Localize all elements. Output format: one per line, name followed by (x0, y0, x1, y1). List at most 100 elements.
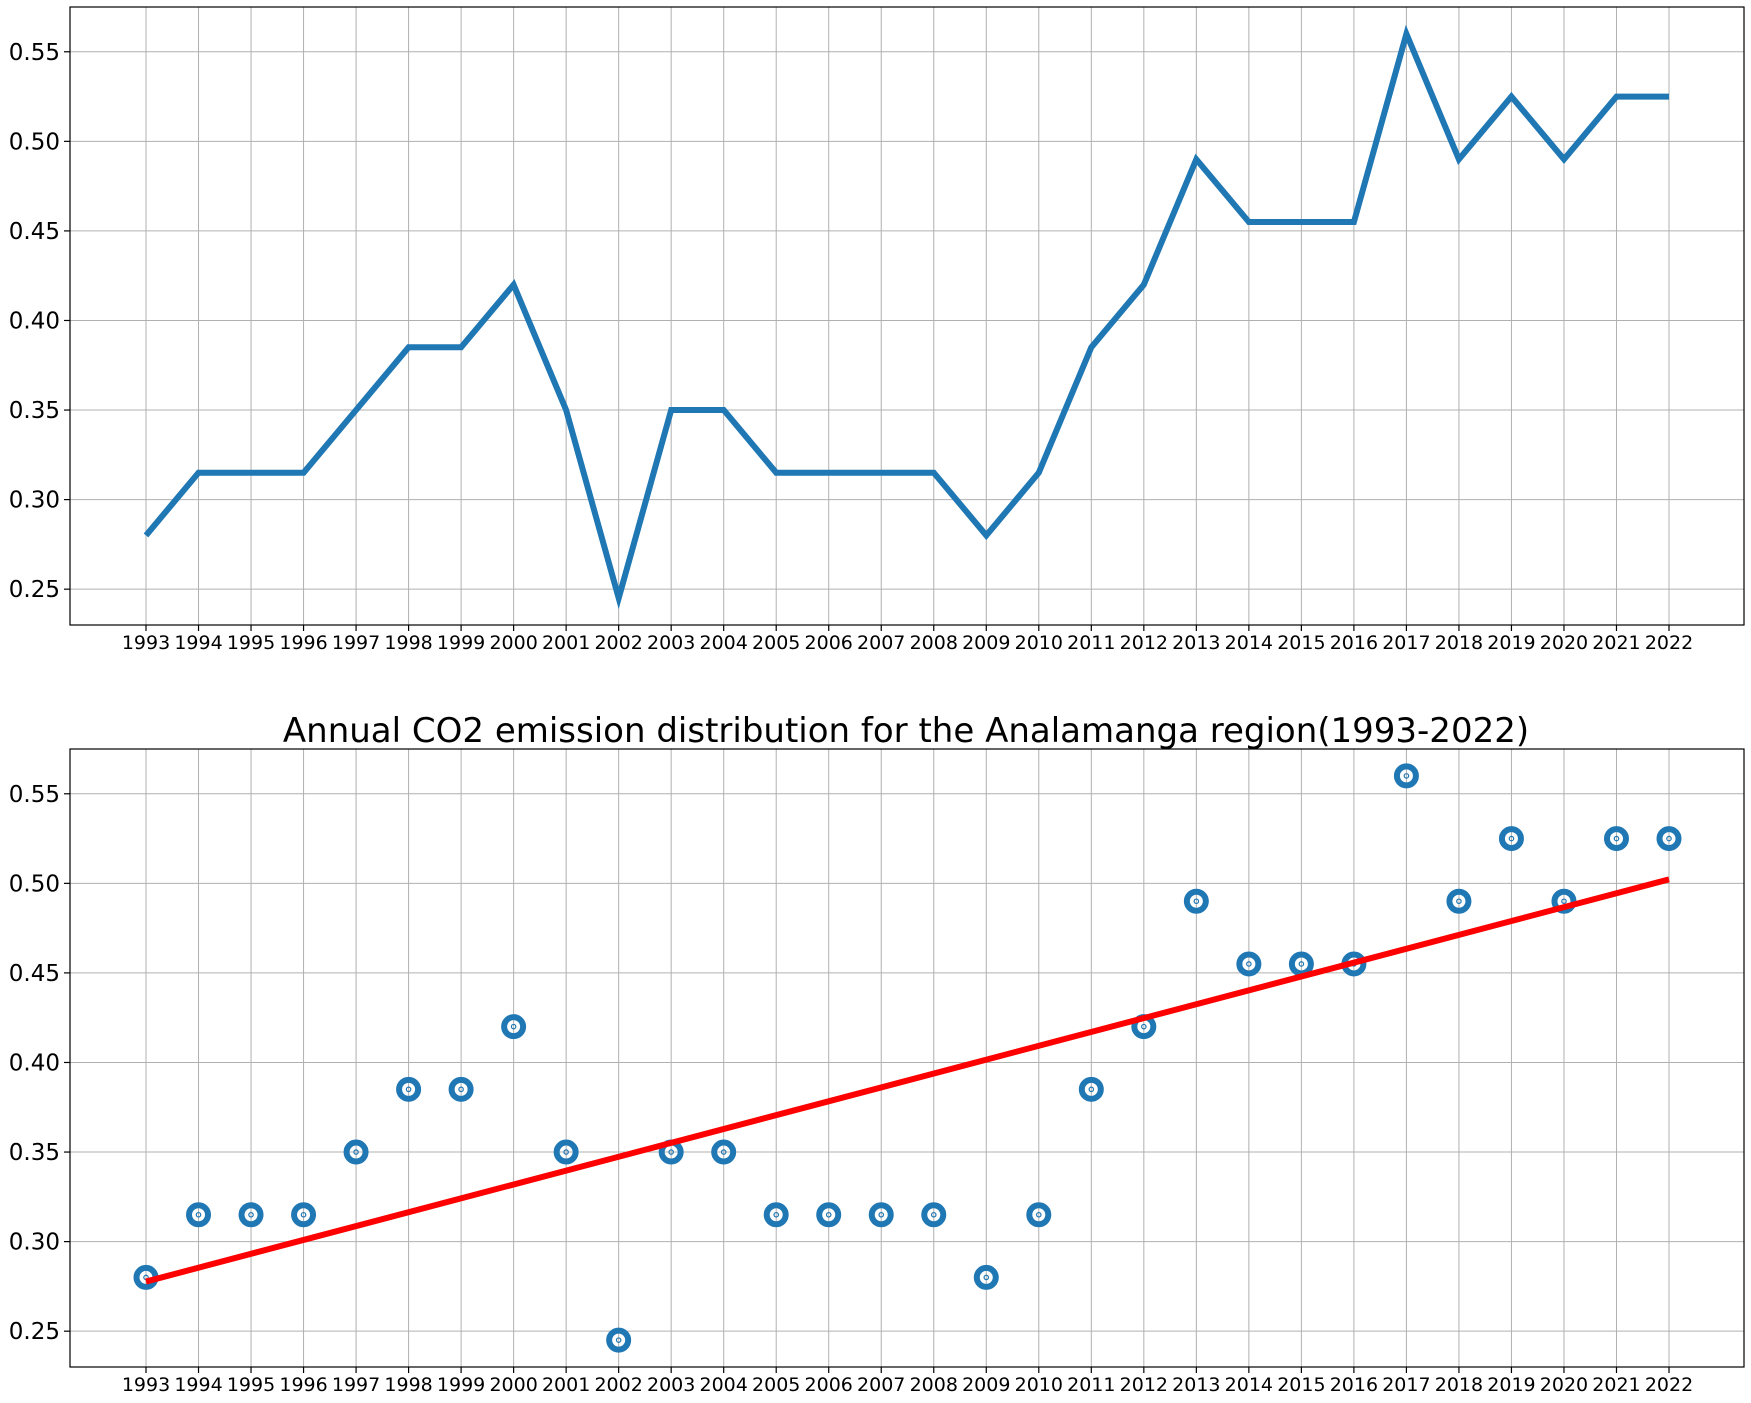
scatter-chart-xtick-label: 2009 (962, 1374, 1010, 1396)
scatter-chart-xtick-label: 2012 (1120, 1374, 1168, 1396)
scatter-chart-ytick-label: 0.35 (9, 1140, 60, 1166)
scatter-chart-xtick-label: 2022 (1645, 1374, 1693, 1396)
scatter-chart-xtick-label: 2015 (1277, 1374, 1325, 1396)
scatter-point-center (1246, 961, 1252, 967)
line-chart-xtick-label: 1998 (384, 632, 432, 654)
scatter-point-center (720, 1149, 727, 1155)
line-chart-ytick-label: 0.45 (9, 219, 60, 245)
line-chart-xtick-label: 2009 (962, 632, 1010, 654)
line-chart-xtick-label: 2006 (805, 632, 853, 654)
scatter-chart-axes-frame (69, 748, 1745, 1368)
scatter-point-center (300, 1211, 307, 1218)
scatter-chart-xtick-label: 2003 (647, 1374, 695, 1396)
line-chart-xtick-label: 2003 (647, 632, 695, 654)
scatter-chart-xtick-label: 2016 (1330, 1374, 1378, 1396)
scatter-chart-xtick-label: 2004 (700, 1374, 748, 1396)
scatter-chart-xtick-label: 1995 (227, 1374, 275, 1396)
scatter-chart-xtick-label: 2019 (1487, 1374, 1535, 1396)
scatter-point (1656, 826, 1682, 852)
line-chart-xtick-label: 1993 (122, 632, 170, 654)
line-chart-xtick-label: 2020 (1540, 632, 1588, 654)
scatter-point (1183, 888, 1209, 914)
scatter-chart-xtick-label: 1998 (384, 1374, 432, 1396)
line-chart-ytick-label: 0.55 (9, 40, 60, 66)
scatter-point (1236, 951, 1262, 977)
line-chart-xtick-label: 1994 (174, 632, 222, 654)
scatter-point (921, 1202, 947, 1228)
line-chart-ytick-label: 0.35 (9, 398, 60, 424)
scatter-chart-trend-line (145, 876, 1670, 1285)
scatter-point (1551, 888, 1577, 914)
line-chart-xtick-label: 2013 (1172, 632, 1220, 654)
scatter-point-center (248, 1211, 254, 1218)
scatter-point (291, 1202, 317, 1228)
line-chart-xtick-label: 2021 (1592, 632, 1640, 654)
scatter-chart-xtick-label: 1993 (122, 1374, 170, 1396)
line-chart-xtick-label: 2008 (910, 632, 958, 654)
scatter-point (553, 1139, 579, 1165)
line-chart-xtick-label: 2022 (1645, 632, 1693, 654)
scatter-point-center (615, 1337, 622, 1343)
scatter-chart-xtick-label: 2013 (1172, 1374, 1220, 1396)
scatter-point-center (1613, 835, 1620, 842)
scatter-chart-xtick-label: 2010 (1015, 1374, 1063, 1396)
scatter-point-center (1456, 898, 1462, 905)
scatter-chart-ytick-label: 0.30 (9, 1230, 60, 1256)
scatter-point-center (825, 1211, 832, 1218)
line-chart-ytick-label: 0.30 (9, 488, 60, 514)
scatter-point-center (930, 1211, 937, 1218)
scatter-point-center (353, 1149, 359, 1155)
scatter-point-center (510, 1023, 517, 1030)
line-chart-xtick-label: 2018 (1435, 632, 1483, 654)
line-chart-xtick-label: 2015 (1277, 632, 1325, 654)
line-chart-xtick-label: 1997 (332, 632, 380, 654)
scatter-point-center (1403, 773, 1410, 779)
line-chart-series-line (143, 24, 1669, 610)
scatter-chart-xtick-label: 2000 (489, 1374, 537, 1396)
scatter-point (1603, 826, 1629, 852)
scatter-point (1498, 826, 1524, 852)
scatter-chart-xtick-label: 2002 (594, 1374, 642, 1396)
line-chart-xtick-label: 1999 (437, 632, 485, 654)
scatter-point-center (1088, 1086, 1095, 1093)
scatter-chart-xtick-label: 2005 (752, 1374, 800, 1396)
scatter-point-center (1666, 835, 1672, 842)
scatter-point (1393, 763, 1419, 789)
line-chart-xtick-label: 1995 (227, 632, 275, 654)
scatter-chart-xtick-label: 2020 (1540, 1374, 1588, 1396)
scatter-chart-xtick-label: 2014 (1225, 1374, 1273, 1396)
line-chart-xtick-label: 2007 (857, 632, 905, 654)
scatter-point (606, 1327, 632, 1353)
scatter-chart-panel: Annual CO2 emission distribution for the… (9, 711, 1745, 1396)
scatter-chart-title: Annual CO2 emission distribution for the… (283, 711, 1529, 751)
scatter-point-center (1141, 1023, 1147, 1030)
scatter-point-center (195, 1211, 202, 1218)
scatter-point (711, 1139, 737, 1165)
scatter-point (448, 1076, 474, 1102)
scatter-chart-xtick-label: 2011 (1067, 1374, 1115, 1396)
scatter-point-center (773, 1211, 780, 1218)
scatter-point (973, 1264, 999, 1290)
scatter-point-center (668, 1149, 674, 1155)
line-chart-xtick-label: 2017 (1382, 632, 1430, 654)
scatter-point (396, 1076, 422, 1102)
scatter-chart-ytick-label: 0.40 (9, 1050, 60, 1076)
scatter-point-center (1298, 961, 1305, 967)
scatter-point (343, 1139, 369, 1165)
scatter-point-center (878, 1211, 885, 1218)
scatter-point (501, 1014, 527, 1040)
line-chart-xtick-label: 2010 (1015, 632, 1063, 654)
scatter-chart-ytick-label: 0.50 (9, 871, 60, 897)
line-chart-xtick-label: 2001 (542, 632, 590, 654)
scatter-chart-xtick-label: 2018 (1435, 1374, 1483, 1396)
scatter-chart-xtick-label: 1996 (279, 1374, 327, 1396)
line-chart-xtick-label: 2012 (1120, 632, 1168, 654)
scatter-point-center (458, 1086, 464, 1093)
scatter-chart-xtick-label: 1999 (437, 1374, 485, 1396)
scatter-point (763, 1202, 789, 1228)
scatter-point-center (1035, 1211, 1042, 1218)
line-chart-xtick-label: 2002 (594, 632, 642, 654)
scatter-point (816, 1202, 842, 1228)
scatter-chart-xtick-label: 2001 (542, 1374, 590, 1396)
